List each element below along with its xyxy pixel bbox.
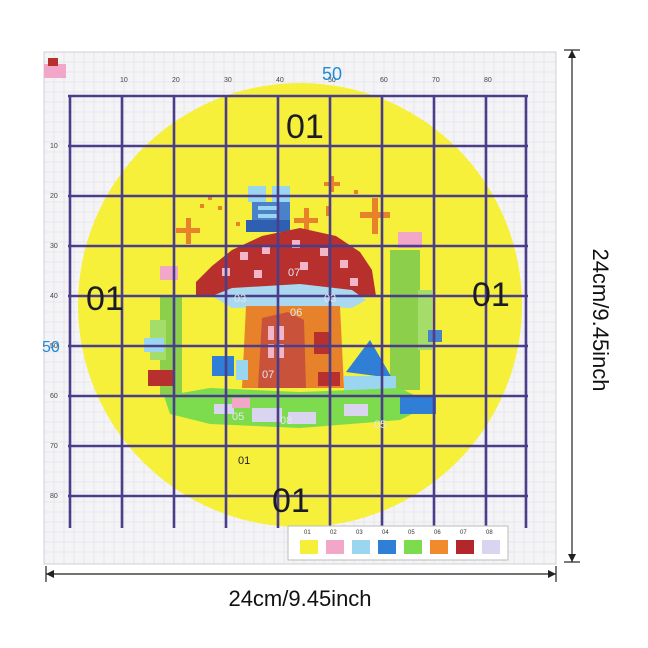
ruler-top-70: 70 bbox=[432, 77, 440, 84]
color-key-label-04: 04 bbox=[382, 530, 389, 536]
color-swatch-06 bbox=[430, 540, 448, 554]
region-label-right: 01 bbox=[472, 276, 510, 314]
region-label-left: 01 bbox=[86, 280, 124, 318]
symbol-cap-left: 03 bbox=[234, 293, 246, 305]
small-red-mushroom bbox=[148, 370, 174, 386]
color-key-label-03: 03 bbox=[356, 530, 363, 536]
color-key: 01 02 03 04 05 06 07 08 bbox=[287, 525, 509, 561]
dimension-arrow-vertical bbox=[564, 49, 580, 563]
grass-ground bbox=[164, 388, 432, 428]
color-key-label-06: 06 bbox=[434, 530, 441, 536]
ruler-top-60: 60 bbox=[380, 77, 388, 84]
color-swatch-07 bbox=[456, 540, 474, 554]
ruler-top-40: 40 bbox=[276, 77, 284, 84]
symbol-door: 07 bbox=[262, 369, 274, 381]
stem-window-right bbox=[314, 332, 330, 354]
symbol-cap-top: 07 bbox=[288, 267, 300, 279]
ruler-left-60: 60 bbox=[50, 393, 58, 400]
symbol-ground-mid: 08 bbox=[280, 415, 292, 427]
ruler-left-30: 30 bbox=[50, 243, 58, 250]
ruler-left-70: 70 bbox=[50, 443, 58, 450]
ruler-left-50: 50 bbox=[50, 343, 58, 350]
region-label-bottom: 01 bbox=[272, 482, 310, 520]
ruler-top-50: 50 bbox=[328, 77, 336, 84]
dimension-arrow-horizontal bbox=[45, 566, 557, 582]
ruler-top-10: 10 bbox=[120, 77, 128, 84]
width-dimension-label: 24cm/9.45inch bbox=[228, 586, 372, 611]
symbol-cap-right: 03 bbox=[324, 293, 336, 305]
color-swatch-05 bbox=[404, 540, 422, 554]
color-key-label-02: 02 bbox=[330, 530, 337, 536]
blue-gnome bbox=[346, 340, 392, 378]
ruler-left-ticks: 10 20 30 40 50 60 70 80 bbox=[50, 143, 58, 500]
bold-grid bbox=[68, 94, 528, 528]
door-window bbox=[268, 326, 284, 358]
sparkles bbox=[176, 176, 390, 244]
ruler-top-ticks: 10 20 30 40 50 60 70 80 bbox=[120, 77, 492, 84]
blue-rock bbox=[400, 396, 436, 414]
ruler-left-40: 40 bbox=[50, 293, 58, 300]
color-key-label-08: 08 bbox=[486, 530, 493, 536]
ruler-left-80: 80 bbox=[50, 493, 58, 500]
color-swatch-02 bbox=[326, 540, 344, 554]
corner-logo-icon bbox=[44, 58, 66, 78]
center-marker-top: 50 bbox=[322, 64, 342, 84]
symbol-door-top: 06 bbox=[290, 307, 302, 319]
region-label-bottom-small: 01 bbox=[238, 455, 250, 467]
ruler-left-20: 20 bbox=[50, 193, 58, 200]
ruler-top-80: 80 bbox=[484, 77, 492, 84]
color-swatch-04 bbox=[378, 540, 396, 554]
color-key-label-07: 07 bbox=[460, 530, 467, 536]
color-swatch-08 bbox=[482, 540, 500, 554]
ruler-top-20: 20 bbox=[172, 77, 180, 84]
ground-stones bbox=[214, 404, 368, 424]
height-dimension-label: 24cm/9.45inch bbox=[588, 248, 613, 392]
symbol-ground-right: 05 bbox=[374, 419, 386, 431]
ruler-top-30: 30 bbox=[224, 77, 232, 84]
color-key-label-05: 05 bbox=[408, 530, 415, 536]
pink-flower-ground bbox=[232, 398, 250, 408]
color-swatch-01 bbox=[300, 540, 318, 554]
region-label-top: 01 bbox=[286, 108, 324, 146]
color-key-label-01: 01 bbox=[304, 530, 311, 536]
center-marker-left: 50 bbox=[42, 339, 60, 356]
color-swatch-03 bbox=[352, 540, 370, 554]
ruler-left-10: 10 bbox=[50, 143, 58, 150]
symbol-ground-left: 05 bbox=[232, 411, 244, 423]
